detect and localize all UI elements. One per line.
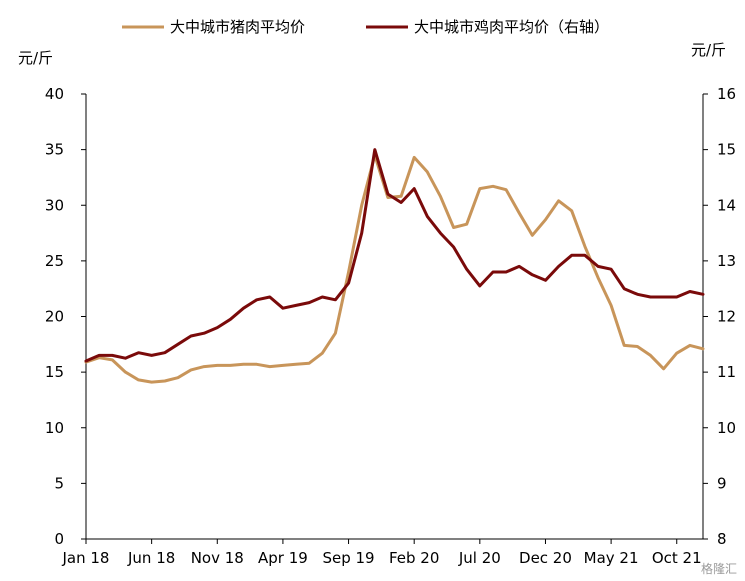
x-tick-label: Jan 18 [62, 549, 110, 567]
chicken-price-line [84, 148, 705, 363]
left-tick-label: 20 [45, 308, 64, 326]
left-tick-label: 15 [45, 363, 64, 381]
legend-label: 大中城市鸡肉平均价（右轴） [414, 18, 609, 36]
right-tick-label: 13 [717, 252, 736, 270]
left-tick-label: 0 [54, 530, 64, 548]
legend-label: 大中城市猪肉平均价 [170, 18, 305, 36]
right-tick-label: 9 [717, 474, 727, 492]
x-tick-label: Nov 18 [191, 549, 244, 567]
right-tick-label: 10 [717, 419, 736, 437]
left-tick-label: 40 [45, 85, 64, 103]
right-tick-label: 11 [717, 363, 736, 381]
right-tick-label: 12 [717, 308, 736, 326]
x-tick-label: Apr 19 [258, 549, 308, 567]
watermark: 格隆汇 [700, 562, 737, 576]
x-tick-label: Feb 20 [389, 549, 439, 567]
left-tick-label: 5 [54, 474, 64, 492]
x-tick-label: Jun 18 [127, 549, 175, 567]
left-tick-label: 35 [45, 141, 64, 159]
plot-lines [84, 148, 705, 384]
x-tick-label: Jul 20 [458, 549, 501, 567]
x-tick-label: Oct 21 [652, 549, 702, 567]
x-tick-label: Sep 19 [322, 549, 374, 567]
x-tick-label: May 21 [584, 549, 639, 567]
x-tick-label: Dec 20 [519, 549, 572, 567]
right-tick-label: 14 [717, 196, 736, 214]
left-tick-label: 10 [45, 419, 64, 437]
right-tick-label: 15 [717, 141, 736, 159]
right-axis-unit: 元/斤 [691, 41, 726, 59]
left-tick-label: 25 [45, 252, 64, 270]
right-tick-label: 16 [717, 85, 736, 103]
right-tick-label: 8 [717, 530, 727, 548]
left-tick-label: 30 [45, 196, 64, 214]
left-axis-unit: 元/斤 [18, 49, 53, 67]
axes: 0 5 10 15 20 25 30 35 40 8 9 10 11 12 13 14 15 16 Jan 18 Ju… [45, 85, 736, 567]
legend: 大中城市猪肉平均价 大中城市鸡肉平均价（右轴） [122, 18, 609, 36]
